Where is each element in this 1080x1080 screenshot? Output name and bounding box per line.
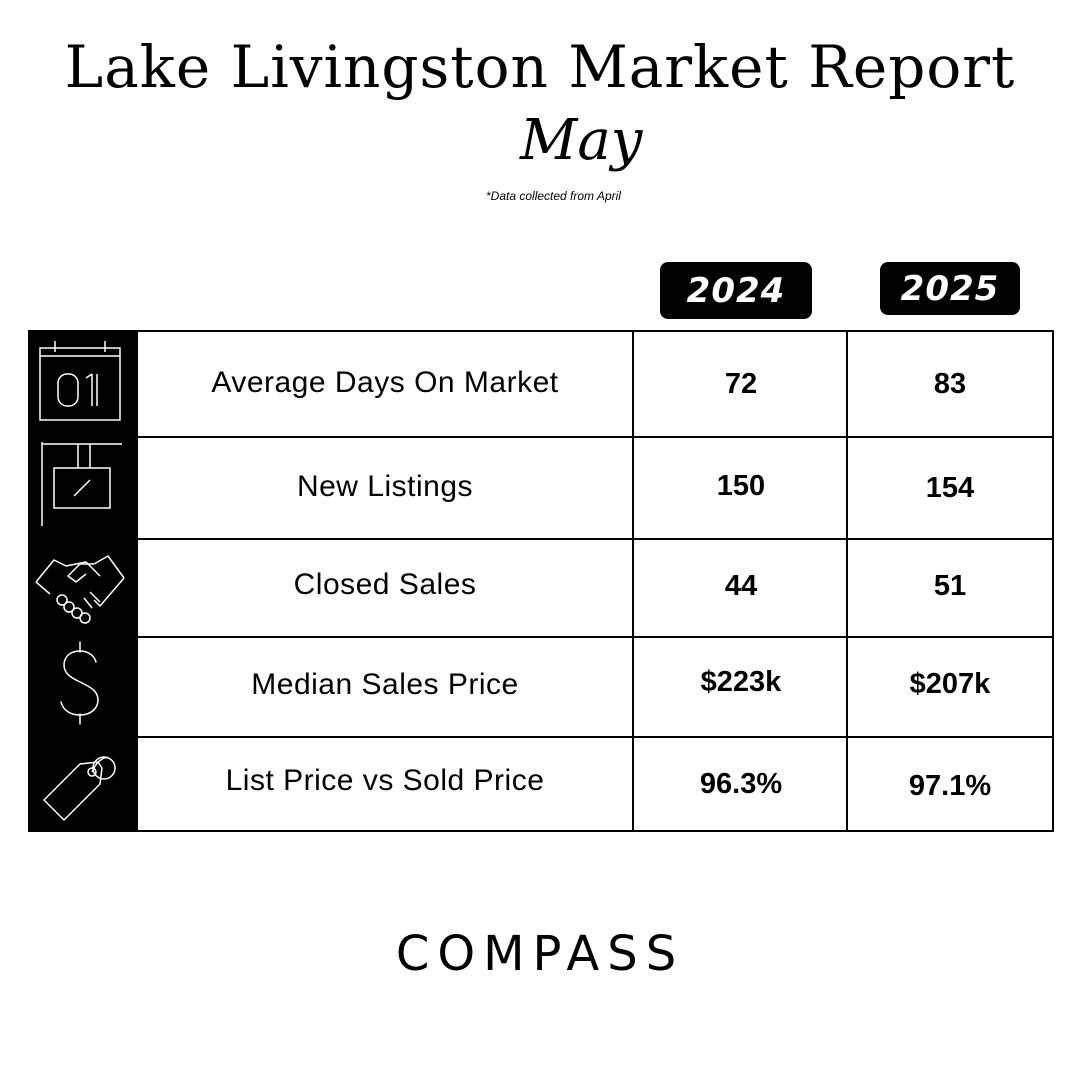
year-2025-badge: 2025: [880, 262, 1020, 315]
value-2024: 72: [724, 368, 758, 400]
value-2024: 44: [724, 570, 758, 602]
row-icon-cell: [28, 536, 138, 636]
handshake-icon: [35, 555, 125, 624]
value-2025: $207k: [909, 668, 991, 700]
table-row: Closed Sales 44 51: [28, 536, 1052, 638]
row-label: Median Sales Price: [251, 668, 519, 701]
column-divider-2025: [846, 332, 848, 830]
value-2024: 150: [716, 470, 766, 502]
value-2025: 51: [933, 570, 967, 602]
value-2025: 83: [933, 368, 967, 400]
column-divider-2024: [632, 332, 634, 830]
year-2024-badge: 2024: [660, 262, 812, 319]
value-2025: 97.1%: [908, 770, 992, 802]
compass-logo: COMPASS: [395, 926, 685, 982]
table-row: Average Days On Market 72 83: [28, 330, 1052, 438]
hanging-sign-icon: [41, 442, 122, 526]
dollar-icon: [60, 641, 99, 725]
data-note: *Data collected from April: [486, 189, 621, 203]
row-label: Closed Sales: [293, 568, 477, 601]
value-2025: 154: [925, 472, 975, 504]
page-title: Lake Livingston Market Report: [64, 33, 1016, 101]
price-tag-icon: [43, 756, 116, 821]
row-icon-cell: [28, 734, 138, 830]
table-row: New Listings 150 154: [28, 434, 1052, 540]
report-month: May: [520, 108, 643, 173]
table-row: List Price vs Sold Price 96.3% 97.1%: [28, 734, 1052, 830]
value-2024: 96.3%: [699, 768, 783, 800]
row-label: List Price vs Sold Price: [225, 764, 545, 797]
row-label: New Listings: [296, 470, 474, 503]
value-2024: $223k: [700, 666, 782, 698]
row-label: Average Days On Market: [211, 366, 559, 399]
row-icon-cell: [28, 434, 138, 538]
calendar-icon: [39, 341, 121, 421]
row-icon-cell: [28, 634, 138, 736]
row-icon-cell: [28, 330, 138, 436]
market-stats-table: Average Days On Market 72 83 New Listing…: [28, 330, 1054, 832]
table-row: Median Sales Price $223k $207k: [28, 634, 1052, 738]
